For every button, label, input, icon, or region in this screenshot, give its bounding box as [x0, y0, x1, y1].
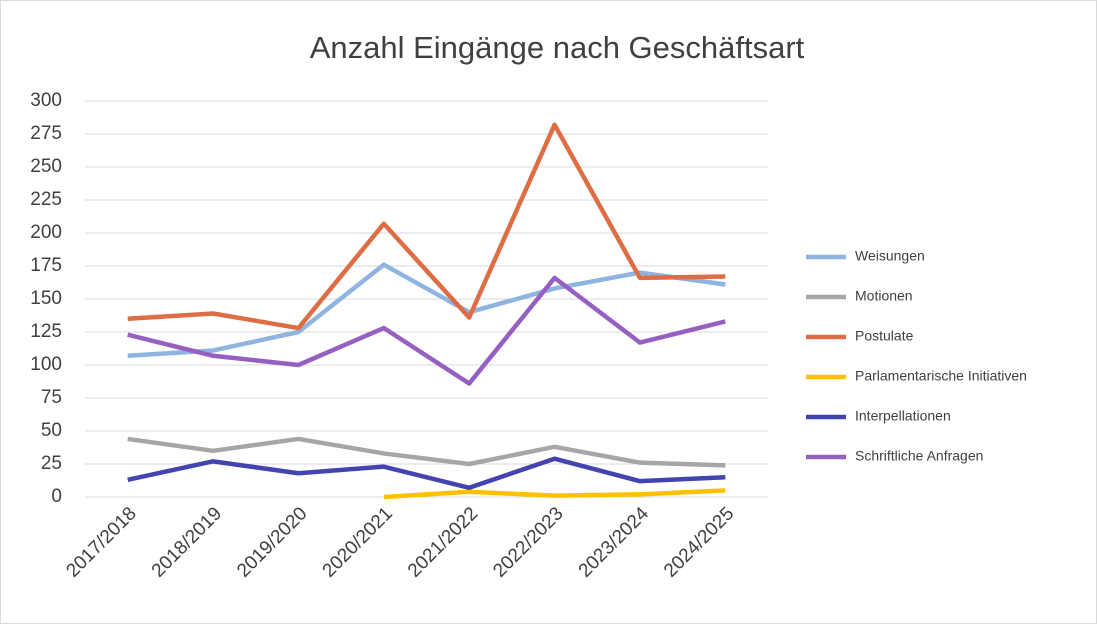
series-line: [127, 262, 726, 359]
legend-label: Schriftliche Anfragen: [855, 448, 983, 464]
series-line: [127, 436, 726, 468]
y-tick-label: 100: [30, 354, 62, 375]
y-tick-label: 275: [30, 123, 62, 144]
y-tick-label: 150: [30, 288, 62, 309]
y-tick-label: 250: [30, 156, 62, 177]
y-tick-label: 175: [30, 255, 62, 276]
series-line: [127, 456, 726, 491]
legend-label: Motionen: [855, 288, 913, 304]
y-tick-label: 125: [30, 321, 62, 342]
y-tick-label: 200: [30, 222, 62, 243]
legend-label: Parlamentarische Initiativen: [855, 368, 1027, 384]
y-tick-label: 300: [30, 90, 62, 111]
series-line: [383, 488, 726, 500]
chart-title: Anzahl Eingänge nach Geschäftsart: [310, 30, 805, 65]
y-tick-label: 75: [41, 387, 62, 408]
series-line: [127, 122, 726, 331]
series-line: [127, 275, 726, 386]
legend-label: Postulate: [855, 328, 914, 344]
legend-label: Weisungen: [855, 248, 925, 264]
legend-label: Interpellationen: [855, 408, 951, 424]
y-tick-label: 25: [41, 453, 62, 474]
y-tick-label: 225: [30, 189, 62, 210]
y-tick-label: 0: [51, 486, 62, 507]
y-tick-label: 50: [41, 420, 62, 441]
